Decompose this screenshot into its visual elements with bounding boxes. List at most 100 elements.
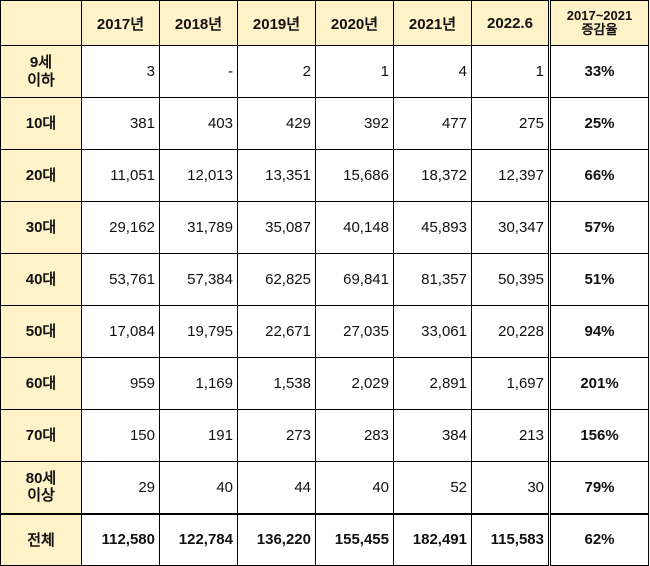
age-group-label: 70대: [0, 409, 82, 462]
value-cell: 31,789: [159, 201, 238, 254]
column-header: 2019년: [237, 0, 316, 46]
value-cell: 40,148: [315, 201, 394, 254]
total-value: 155,455: [315, 513, 394, 566]
value-cell: 69,841: [315, 253, 394, 306]
value-cell: 30: [471, 461, 550, 514]
age-group-line1: 70대: [25, 426, 57, 444]
rate-cell: 201%: [548, 357, 649, 410]
column-header: 2021년: [393, 0, 472, 46]
value-cell: -: [159, 45, 238, 98]
age-group-line2: 이상: [27, 487, 55, 505]
rate-cell: 79%: [548, 461, 649, 514]
value-cell: 57,384: [159, 253, 238, 306]
column-header: 2020년: [315, 0, 394, 46]
value-cell: 959: [81, 357, 160, 410]
value-cell: 44: [237, 461, 316, 514]
rate-cell: 94%: [548, 305, 649, 358]
value-cell: 1: [315, 45, 394, 98]
value-cell: 150: [81, 409, 160, 462]
age-group-label: 40대: [0, 253, 82, 306]
total-value: 136,220: [237, 513, 316, 566]
age-group-line1: 50대: [25, 322, 57, 340]
age-group-label: 30대: [0, 201, 82, 254]
table-row: 30대 29,162 31,789 35,087 40,148 45,893 30,347 5…: [0, 201, 649, 254]
value-cell: 50,395: [471, 253, 550, 306]
value-cell: 275: [471, 97, 550, 150]
age-group-label: 9세 이하: [0, 45, 82, 98]
table-row: 80세 이상 29 40 44 40 52 30 79%: [0, 461, 649, 514]
value-cell: 22,671: [237, 305, 316, 358]
table-row: 9세 이하 3-2 1 4 1 33%: [0, 45, 649, 98]
age-group-line1: 9세: [29, 54, 53, 72]
value-cell: 1,538: [237, 357, 316, 410]
age-group-label: 60대: [0, 357, 82, 410]
value-cell: 213: [471, 409, 550, 462]
value-cell: 15,686: [315, 149, 394, 202]
value-cell: 40: [315, 461, 394, 514]
value-cell: 27,035: [315, 305, 394, 358]
age-group-line1: 20대: [25, 166, 57, 184]
age-group-label: 20대: [0, 149, 82, 202]
rate-cell: 33%: [548, 45, 649, 98]
age-group-label: 80세 이상: [0, 461, 82, 514]
value-cell: 29: [81, 461, 160, 514]
rate-cell: 51%: [548, 253, 649, 306]
table-row: 10대 381 403 429 392 477 275 25%: [0, 97, 649, 150]
value-cell: 17,084: [81, 305, 160, 358]
rate-cell: 66%: [548, 149, 649, 202]
value-cell: 12,397: [471, 149, 550, 202]
age-group-line1: 80세: [25, 470, 57, 487]
value-cell: 429: [237, 97, 316, 150]
age-group-label: 50대: [0, 305, 82, 358]
total-rate: 62%: [548, 513, 649, 566]
age-group-line1: 30대: [25, 218, 57, 236]
total-value: 122,784: [159, 513, 238, 566]
value-cell: 392: [315, 97, 394, 150]
corner-cell: [0, 0, 82, 46]
rate-cell: 25%: [548, 97, 649, 150]
total-row: 전체 112,580 122,784 136,220 155,455 182,4…: [0, 513, 649, 566]
total-value: 115,583: [471, 513, 550, 566]
value-cell: 35,087: [237, 201, 316, 254]
value-cell: 403: [159, 97, 238, 150]
rate-header-line1: 2017~2021: [566, 8, 633, 24]
value-cell: 81,357: [393, 253, 472, 306]
value-cell: 45,893: [393, 201, 472, 254]
value-cell: 2,891: [393, 357, 472, 410]
value-cell: 1,169: [159, 357, 238, 410]
value-cell: 2: [237, 45, 316, 98]
value-cell: 18,372: [393, 149, 472, 202]
value-cell: 20,228: [471, 305, 550, 358]
table-row: 70대 150 191 273 283 384 213 156%: [0, 409, 649, 462]
value-cell: 3: [81, 45, 160, 98]
table-row: 50대 17,084 19,795 22,671 27,035 33,061 20,228 9…: [0, 305, 649, 358]
value-cell: 381: [81, 97, 160, 150]
table-row: 40대 53,761 57,384 62,825 69,841 81,357 50,395 5…: [0, 253, 649, 306]
value-cell: 40: [159, 461, 238, 514]
total-value: 182,491: [393, 513, 472, 566]
age-group-line2: 이하: [27, 71, 55, 89]
column-header: 2018년: [159, 0, 238, 46]
rate-cell: 156%: [548, 409, 649, 462]
value-cell: 53,761: [81, 253, 160, 306]
value-cell: 30,347: [471, 201, 550, 254]
age-group-line1: 10대: [25, 114, 57, 132]
column-header: 2017년: [81, 0, 160, 46]
value-cell: 11,051: [81, 149, 160, 202]
value-cell: 29,162: [81, 201, 160, 254]
value-cell: 1,697: [471, 357, 550, 410]
value-cell: 283: [315, 409, 394, 462]
value-cell: 13,351: [237, 149, 316, 202]
header-row: 2017년 2018년 2019년 2020년 2021년 2022.6 201…: [0, 0, 649, 46]
value-cell: 62,825: [237, 253, 316, 306]
table-row: 20대 11,051 12,013 13,351 15,686 18,372 12,397 6…: [0, 149, 649, 202]
value-cell: 33,061: [393, 305, 472, 358]
column-header: 2022.6: [471, 0, 550, 46]
total-label: 전체: [0, 513, 82, 566]
age-group-line1: 40대: [25, 270, 57, 288]
value-cell: 4: [393, 45, 472, 98]
value-cell: 12,013: [159, 149, 238, 202]
total-value: 112,580: [81, 513, 160, 566]
value-cell: 1: [471, 45, 550, 98]
